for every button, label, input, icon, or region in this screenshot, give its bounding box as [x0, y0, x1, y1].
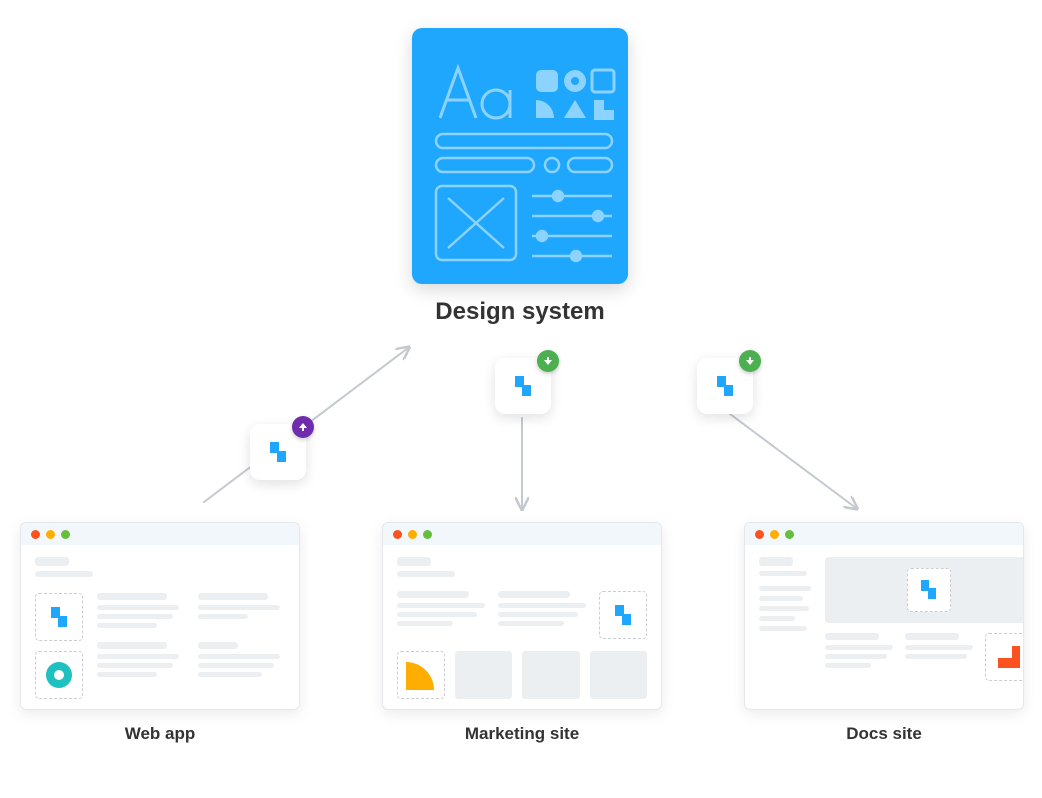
component-blue-shape	[599, 591, 647, 639]
docs-site-label: Docs site	[744, 724, 1024, 744]
window-docs-site	[744, 522, 1024, 710]
component-orange-quarter	[397, 651, 445, 699]
component-red-L	[985, 633, 1024, 681]
window-body	[383, 545, 661, 710]
arrow-design-to-docs	[722, 408, 856, 508]
upload-indicator-icon	[292, 416, 314, 438]
traffic-green-icon	[61, 530, 70, 539]
download-indicator-icon	[739, 350, 761, 372]
download-badge-marketing	[495, 358, 551, 414]
window-body	[745, 545, 1023, 693]
component-icon	[711, 372, 739, 400]
titlebar	[21, 523, 299, 545]
titlebar	[383, 523, 661, 545]
traffic-yellow-icon	[408, 530, 417, 539]
traffic-red-icon	[755, 530, 764, 539]
upload-badge	[250, 424, 306, 480]
traffic-green-icon	[785, 530, 794, 539]
traffic-yellow-icon	[770, 530, 779, 539]
traffic-green-icon	[423, 530, 432, 539]
traffic-yellow-icon	[46, 530, 55, 539]
component-blue-shape	[35, 593, 83, 641]
titlebar	[745, 523, 1023, 545]
component-teal-donut	[35, 651, 83, 699]
window-marketing-site	[382, 522, 662, 710]
component-icon	[509, 372, 537, 400]
window-web-app	[20, 522, 300, 710]
web-app-label: Web app	[20, 724, 300, 744]
traffic-red-icon	[393, 530, 402, 539]
download-badge-docs	[697, 358, 753, 414]
download-indicator-icon	[537, 350, 559, 372]
traffic-red-icon	[31, 530, 40, 539]
window-body	[21, 545, 299, 710]
component-icon	[264, 438, 292, 466]
marketing-site-label: Marketing site	[382, 724, 662, 744]
hero-block	[825, 557, 1024, 623]
component-blue-shape-center	[907, 568, 951, 612]
